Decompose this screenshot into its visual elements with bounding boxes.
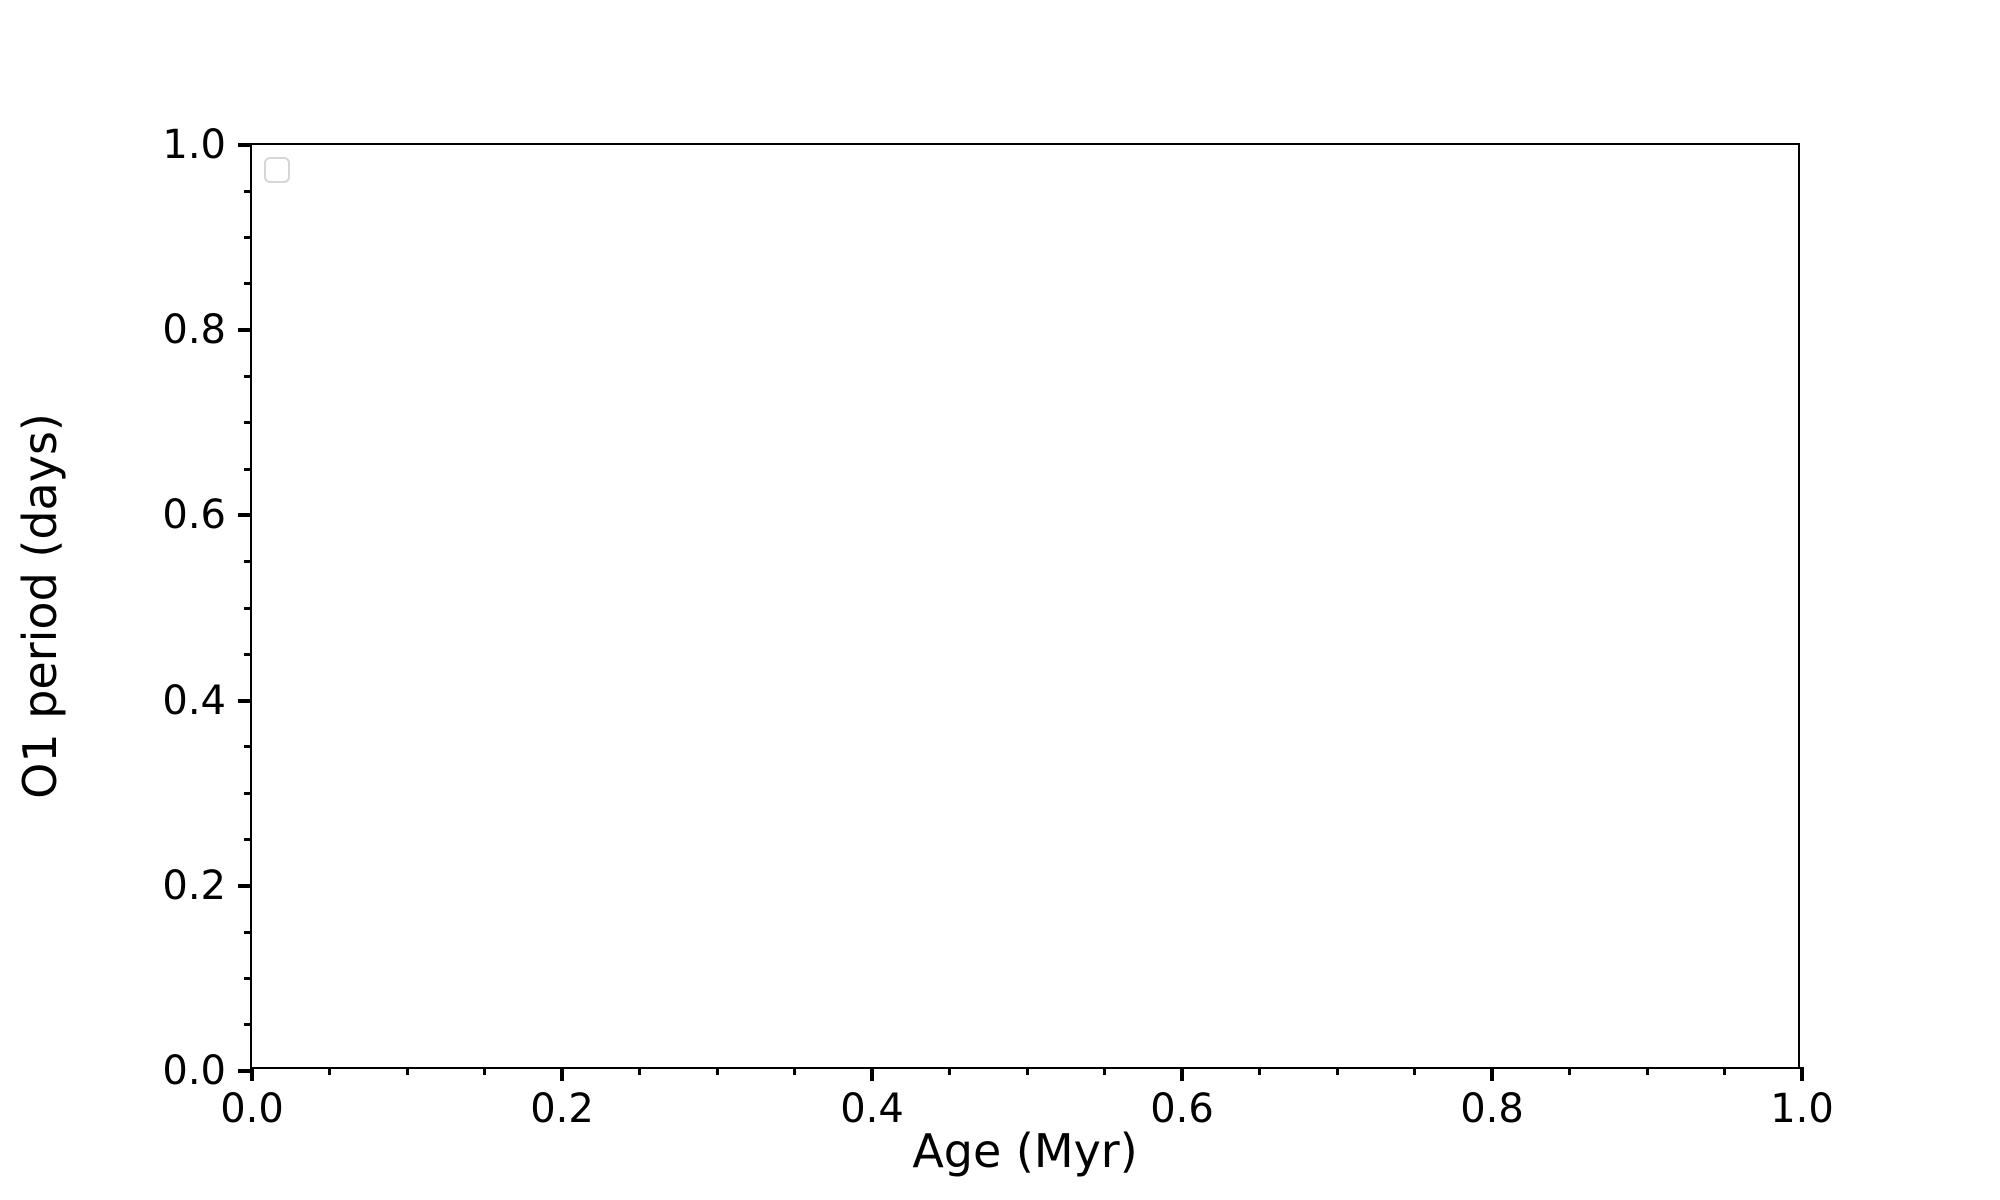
y-axis-major-tick [238, 698, 252, 703]
x-axis-minor-tick [793, 1067, 796, 1075]
x-axis-tick-label: 0.8 [1460, 1086, 1524, 1132]
x-axis-label: Age (Myr) [250, 1128, 1800, 1174]
x-axis-minor-tick [1335, 1067, 1339, 1075]
x-axis-major-tick [1180, 1067, 1184, 1081]
y-axis-minor-tick [244, 652, 252, 656]
y-axis-minor-tick [244, 282, 252, 286]
y-axis-tick-label: 0.0 [162, 1048, 226, 1094]
y-axis-minor-tick [244, 606, 252, 610]
plot-area: 0.0 0.2 0.4 0.6 0.8 1.0 0.0 0.2 0.4 0.6 0.8 1.0 [162, 125, 1833, 1129]
y-axis-minor-tick [244, 189, 252, 193]
y-axis-label-text: O1 period (days) [13, 413, 68, 799]
x-axis-label-text: Age (Myr) [912, 1124, 1138, 1178]
y-axis-major-tick [238, 513, 252, 518]
y-axis-label: O1 period (days) [0, 143, 80, 1069]
x-axis-minor-tick [1103, 1067, 1106, 1075]
x-axis-minor-tick [1568, 1067, 1571, 1075]
x-axis-minor-tick [715, 1067, 719, 1075]
y-axis-minor-tick [244, 976, 252, 980]
y-axis-tick-label: 1.0 [162, 122, 226, 168]
y-axis-minor-tick [244, 467, 252, 471]
x-axis-tick-label: 0.2 [530, 1086, 594, 1132]
x-axis-major-tick [870, 1067, 874, 1081]
x-axis-major-tick [1800, 1067, 1804, 1081]
x-axis-tick-label: 0.4 [840, 1086, 904, 1132]
x-axis-minor-tick [1645, 1067, 1649, 1075]
x-axis-major-tick [250, 1067, 254, 1081]
x-axis-minor-tick [328, 1067, 331, 1075]
x-axis-tick-label: 0.0 [220, 1086, 284, 1132]
y-axis-major-tick [238, 143, 252, 147]
x-axis-minor-tick [483, 1067, 486, 1075]
x-axis-tick-label: 0.6 [1150, 1086, 1214, 1132]
y-axis-major-tick [238, 883, 252, 888]
y-axis-minor-tick [244, 1023, 252, 1027]
x-axis-minor-tick [1025, 1067, 1029, 1075]
y-axis-minor-tick [244, 375, 252, 378]
y-axis-major-tick [238, 1069, 252, 1073]
y-axis-minor-tick [244, 560, 252, 564]
x-axis-minor-tick [1723, 1067, 1726, 1075]
x-axis-tick-label: 1.0 [1770, 1086, 1834, 1132]
x-axis-minor-tick [1258, 1067, 1261, 1075]
y-axis-major-tick [238, 328, 252, 333]
y-axis-minor-tick [244, 791, 252, 795]
x-axis-minor-tick [405, 1067, 409, 1075]
y-axis-minor-tick [244, 930, 252, 934]
legend-box[interactable] [264, 157, 290, 183]
y-axis-minor-tick [244, 421, 252, 425]
y-axis-tick-label: 0.6 [162, 492, 226, 539]
x-axis-major-tick [560, 1067, 564, 1081]
x-axis-major-tick [1490, 1067, 1494, 1081]
y-axis-minor-tick [244, 838, 252, 841]
x-axis-minor-tick [948, 1067, 951, 1075]
y-axis-tick-label: 0.2 [162, 862, 226, 909]
y-axis-tick-label: 0.4 [162, 677, 226, 724]
y-axis-minor-tick [244, 236, 252, 240]
y-axis-tick-label: 0.8 [162, 307, 226, 354]
y-axis-minor-tick [244, 745, 252, 749]
x-axis-minor-tick [638, 1067, 641, 1075]
x-axis-minor-tick [1413, 1067, 1416, 1075]
